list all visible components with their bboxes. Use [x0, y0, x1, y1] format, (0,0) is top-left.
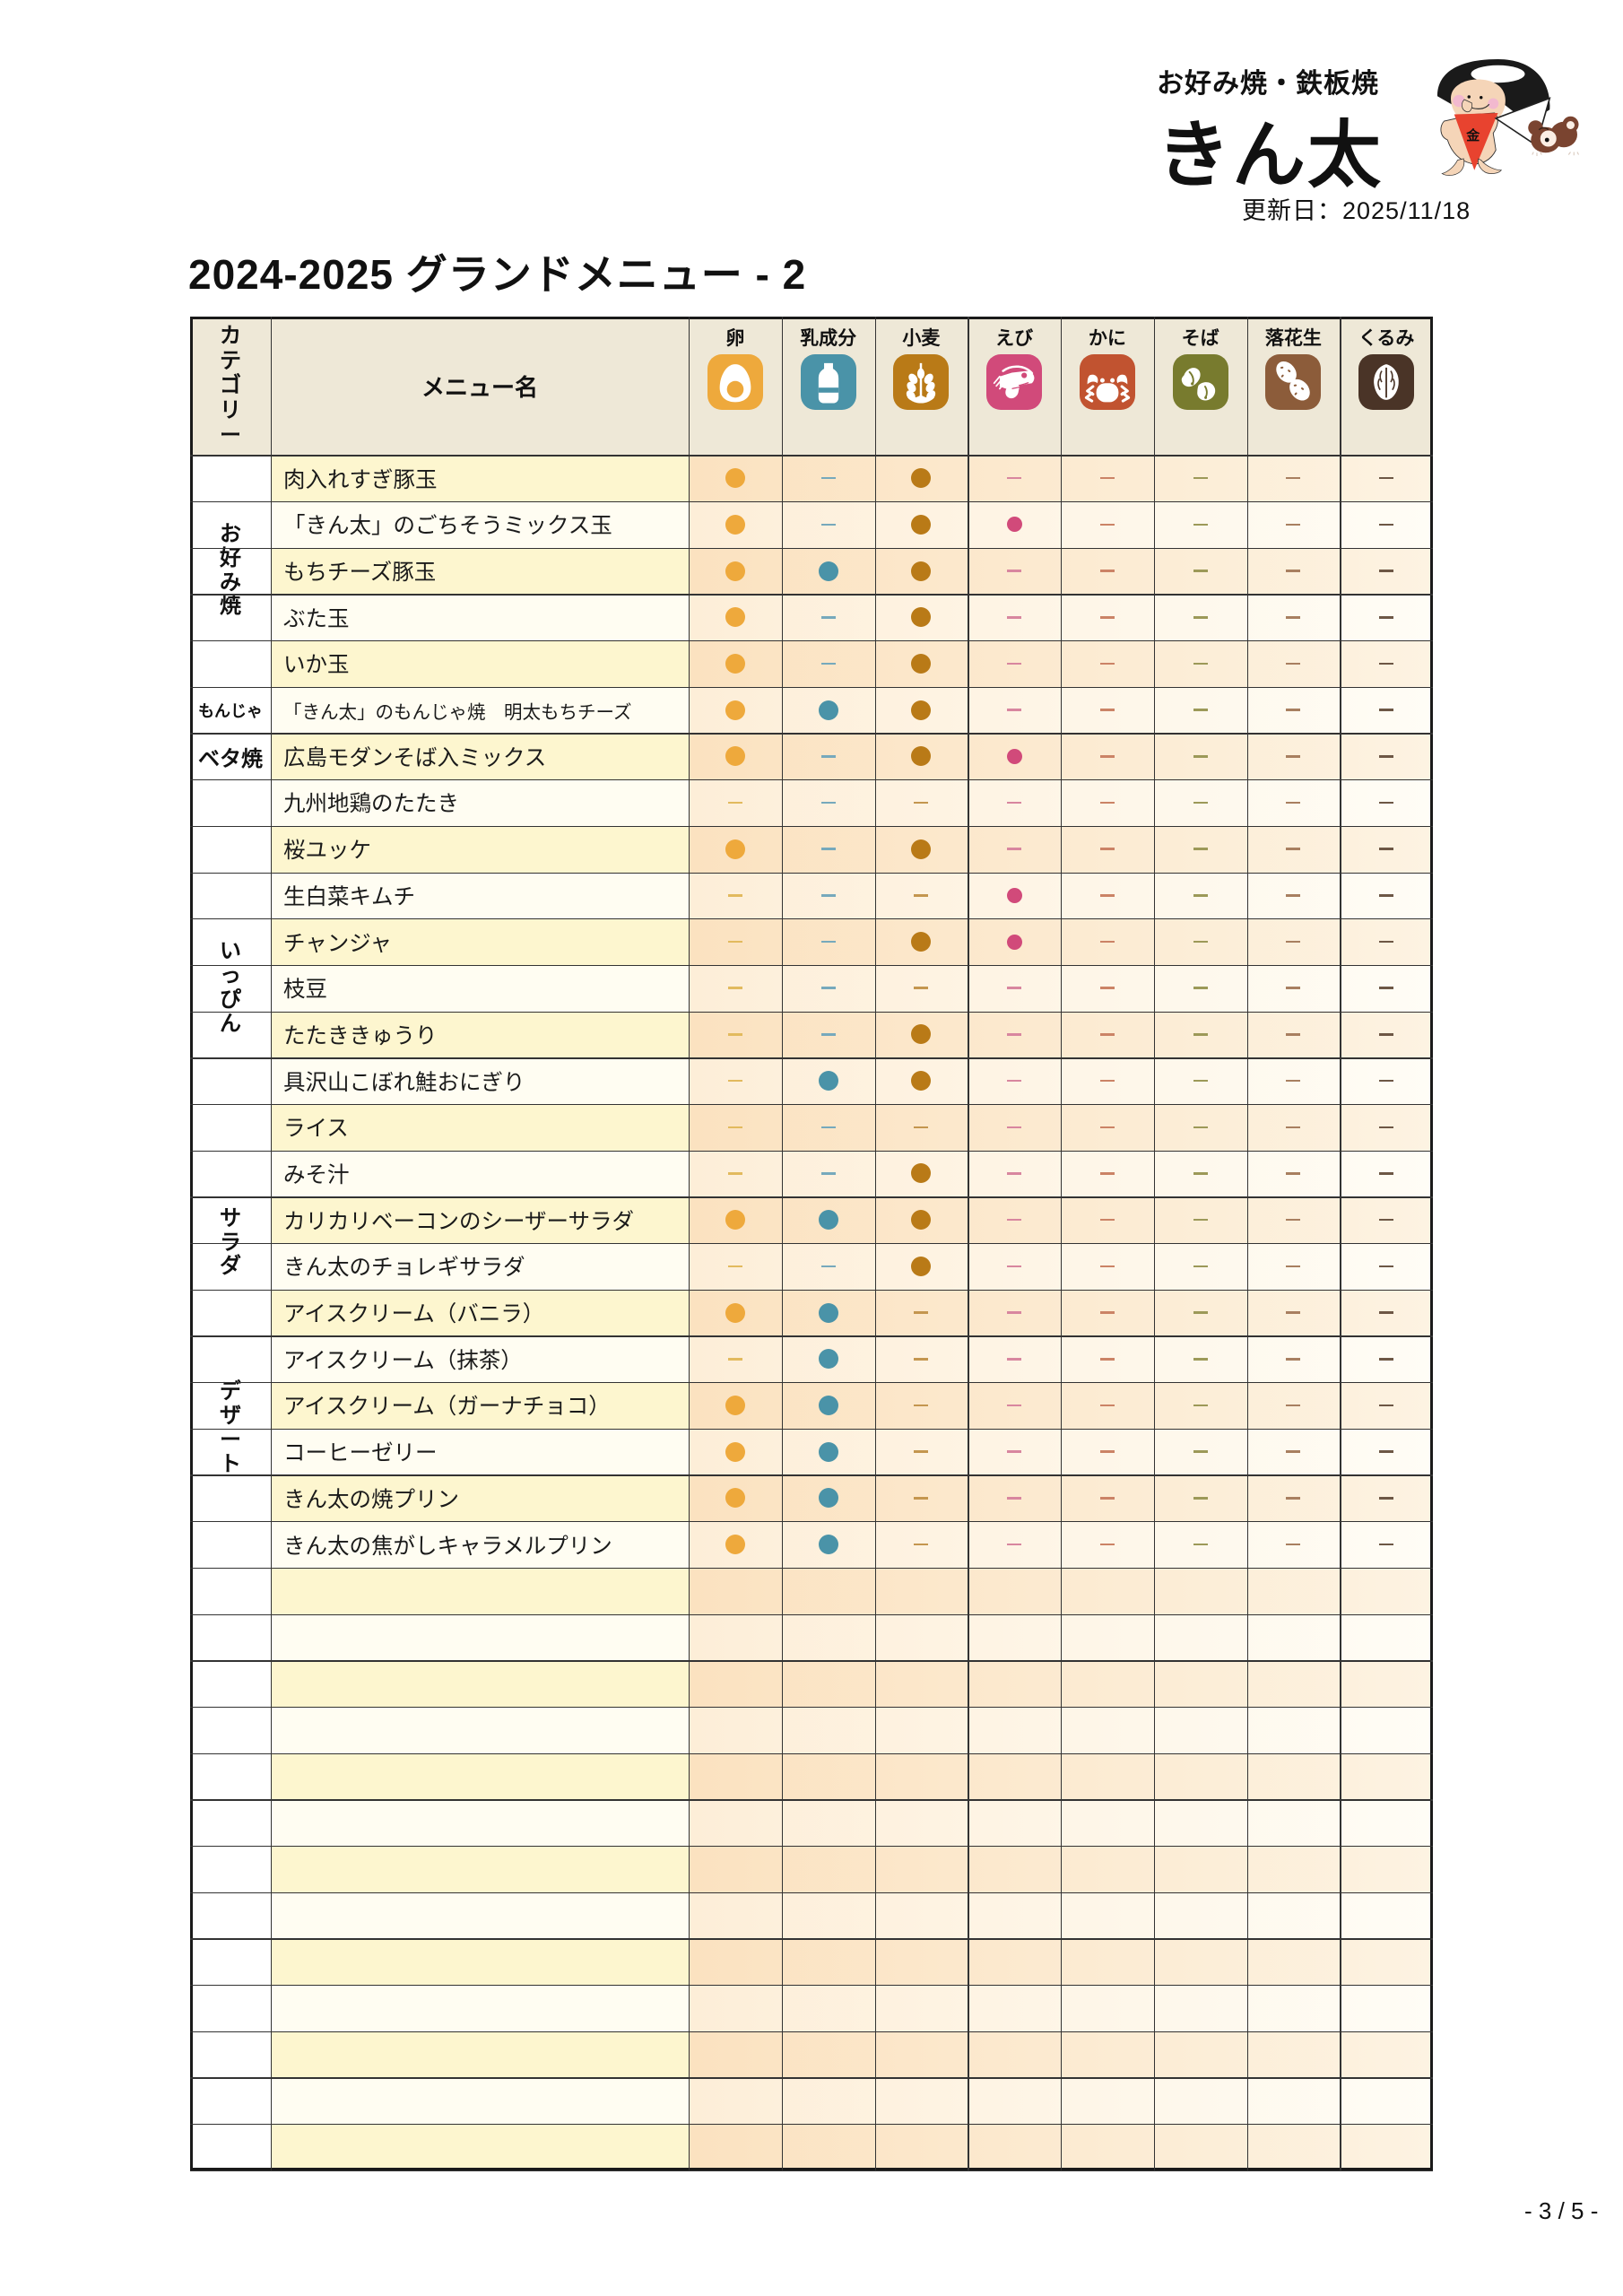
svg-text:金: 金 [1465, 127, 1480, 144]
